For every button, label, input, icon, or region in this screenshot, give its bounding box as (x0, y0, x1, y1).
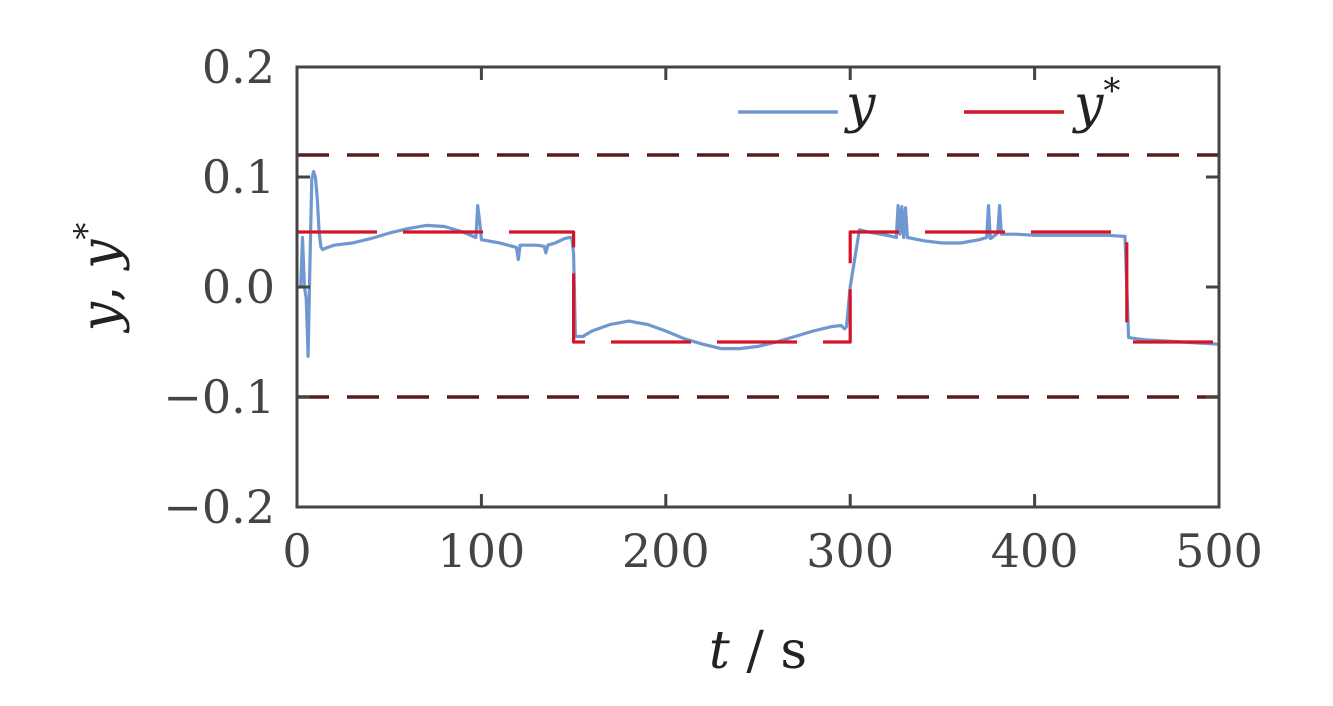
x-axis-var: t (709, 621, 730, 681)
y-tick-label-0: −0.2 (163, 480, 275, 534)
x-tick-label-1: 100 (437, 524, 525, 578)
legend-label-y: y (844, 75, 876, 135)
y-tick-label-3: 0.1 (202, 150, 275, 204)
y-axis-sup: * (67, 223, 107, 240)
legend: y y* (738, 71, 1120, 135)
y-tick-label-2: 0.0 (202, 260, 275, 314)
x-tick-label-0: 0 (282, 524, 311, 578)
x-axis-unit: s (780, 621, 807, 681)
series-line-y_star (297, 230, 1219, 344)
legend-label-y-star-text: y (1072, 75, 1104, 135)
legend-label-y-text: y (844, 75, 876, 135)
series-layer (297, 169, 1220, 358)
x-tick-label-2: 200 (622, 524, 710, 578)
series-line-y (297, 169, 1220, 358)
y-tick-label-4: 0.2 (202, 40, 275, 94)
y-axis-comma: , (71, 269, 131, 302)
y-axis-label: y, y* (67, 223, 131, 334)
ticks-layer (295, 65, 1221, 509)
x-tick-label-3: 300 (806, 524, 894, 578)
x-axis-sep: / (730, 621, 781, 681)
y-axis-first: y (71, 301, 131, 333)
x-tick-label-4: 400 (991, 524, 1079, 578)
x-tick-label-5: 500 (1175, 524, 1263, 578)
legend-label-y-star: y* (1072, 71, 1120, 135)
x-axis-label: t / s (709, 621, 807, 681)
tick-labels-layer: 0 100 200 300 400 500 −0.2 −0.1 0.0 0.1 0.2 (163, 40, 1263, 578)
legend-label-y-star-sup: * (1103, 71, 1120, 111)
y-axis-second: y (71, 239, 131, 271)
bounds-layer (297, 153, 1219, 399)
y-tick-label-1: −0.1 (163, 370, 275, 424)
